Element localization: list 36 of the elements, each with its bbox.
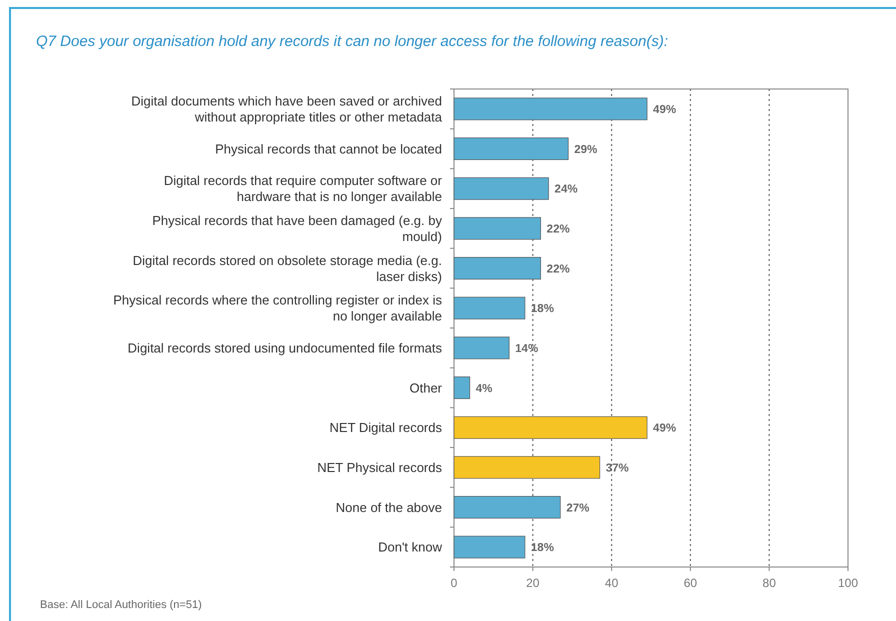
data-label: 4% [476,382,492,395]
x-tick-label: 20 [526,576,540,590]
bar [454,536,526,558]
y-tick-label: Digital records that require computer software or hardware that is no longer available [164,173,443,204]
bar [454,296,526,320]
data-label: 27% [566,502,590,514]
y-tick-label: Physical records where the controlling register or index is no longer available [113,292,442,324]
data-label: 37% [606,462,629,474]
data-label: 22% [546,223,570,236]
data-label: 22% [546,263,570,276]
data-label: 18% [530,542,554,554]
data-label: 49% [653,422,676,435]
data-label: 29% [574,144,598,156]
x-tick-label: 0 [450,576,458,590]
y-tick-label: NET Physical records [317,460,442,475]
y-tick-label: Physical records that cannot be located [215,141,442,156]
bar [454,336,510,360]
x-tick-label: 40 [604,576,619,590]
data-label: 18% [530,303,554,316]
x-tick-label: 100 [838,576,858,590]
y-tick-label: Other [409,380,443,396]
y-tick-label: Digital records stored using undocumented file formats [128,340,442,356]
y-tick-label: Digital documents which have been saved or archived without appropriate titles or other metadata [131,93,443,124]
data-label: 24% [554,184,578,196]
chart-title: Q7 Does your organisation hold any records it can no longer access for the following reason(s): [36,33,668,50]
text: Base: All Local Authorities (n=51) [40,599,202,611]
x-tick-label: 80 [762,576,776,590]
y-tick-label: None of the above [336,500,442,515]
bar [454,376,470,400]
x-tick-label: 60 [684,576,698,590]
y-tick-label: Physical records that have been damaged (e.g. by mould) [152,212,442,244]
data-label: 14% [515,342,538,355]
y-tick-label: Digital records stored on obsolete storage media (e.g. laser disks) [132,252,442,284]
data-label: 49% [653,104,676,116]
y-tick-label: NET Digital records [330,420,442,436]
y-tick-label: Don't know [378,540,443,555]
